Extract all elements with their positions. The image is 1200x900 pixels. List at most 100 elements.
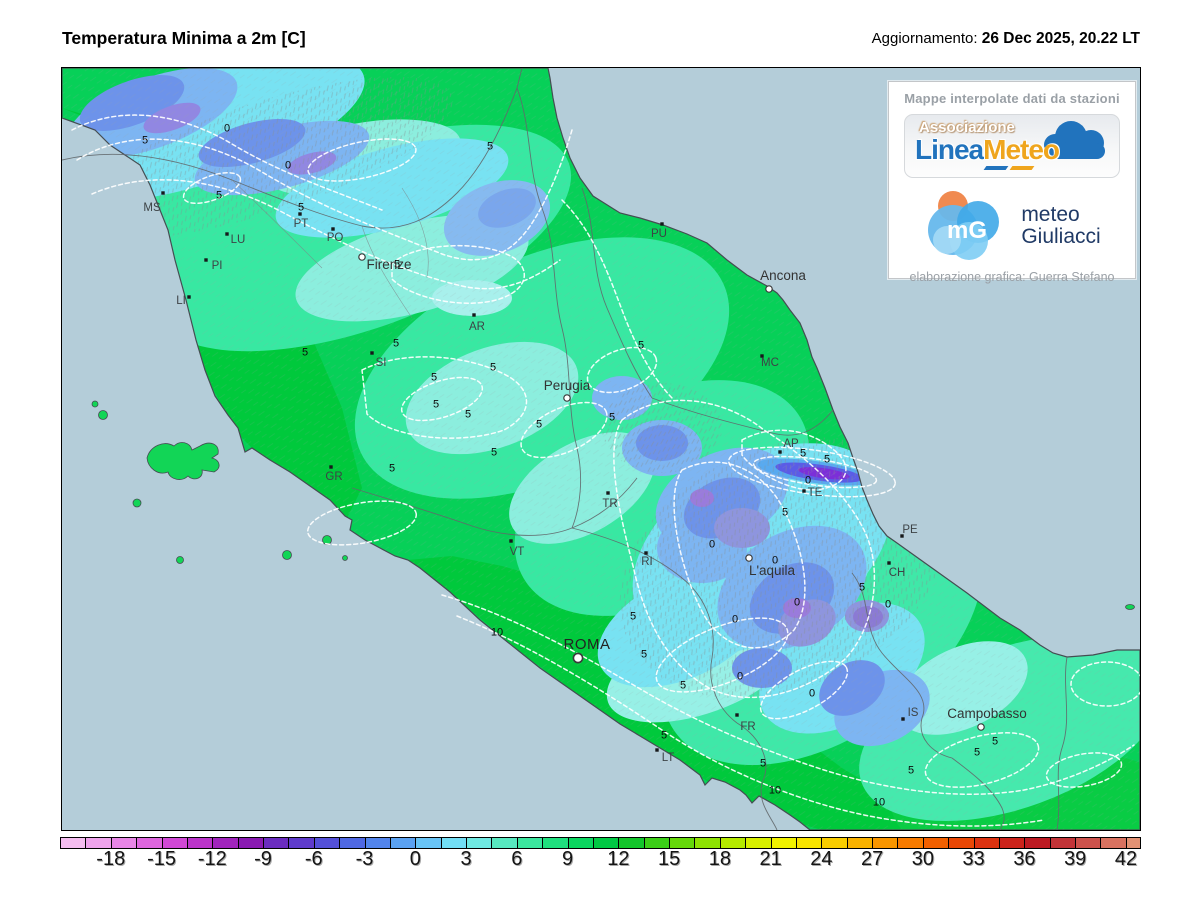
stripe-orange [1009, 166, 1035, 170]
province-marker [298, 212, 302, 216]
contour-value-label: 5 [680, 680, 686, 692]
province-marker [509, 539, 513, 543]
contour-value-label: 0 [772, 555, 778, 567]
contour-value-label: 0 [709, 539, 715, 551]
lineameteo-meteo: Meteo [983, 134, 1060, 165]
city-label: SI [376, 357, 387, 369]
contour-labels: 5 5 5 5 5 5 5 5 5 5 5 5 5 5 5 5 5 5 5 5 5 5 5 5 5 5 5 5 0 0 0 0 0 0 0 0 0 0 10… [142, 123, 998, 809]
colorbar-tick-label: 36 [1013, 848, 1036, 870]
colorbar-tick-label: 15 [657, 848, 681, 870]
colorbar-cell [619, 838, 645, 848]
contour-value-label: 5 [760, 758, 766, 770]
contour-value-label: 5 [609, 412, 615, 424]
colorbar-cell [543, 838, 569, 848]
colorbar-cell [898, 838, 924, 848]
colorbar-cell [1050, 838, 1076, 848]
meteogiuliacci-name: meteo Giuliacci [1021, 203, 1101, 248]
lineameteo-name: LineaMeteo [915, 134, 1060, 166]
lineameteo-linea: Linea [915, 134, 984, 165]
colorbar-cell [517, 838, 544, 848]
colorbar-cell [822, 838, 848, 848]
city-label: AP [783, 438, 799, 450]
colorbar-cell [746, 838, 772, 848]
city-label: AR [469, 321, 485, 333]
province-marker [802, 489, 806, 493]
colorbar-tick-label: 9 [562, 848, 574, 870]
island-elba [146, 442, 220, 480]
colorbar-cell [873, 838, 899, 848]
lineameteo-association: Associazione [919, 119, 1015, 136]
region-borders [62, 68, 1068, 830]
province-marker [606, 491, 610, 495]
city-label: LI [176, 295, 186, 307]
city-label: Firenze [366, 257, 411, 272]
city-label: TR [602, 498, 617, 510]
contour-value-label: 10 [873, 797, 885, 809]
contour-value-label: 5 [661, 730, 667, 742]
city-label: L'aquila [749, 563, 796, 578]
city-marker [358, 253, 366, 261]
province-marker [225, 232, 229, 236]
colorbar-tick-label: -6 [304, 848, 323, 870]
contour-value-label: 0 [805, 475, 811, 487]
colorbar-cell [593, 838, 620, 848]
colorbar-cell [289, 838, 315, 848]
city-markers: MS LU PT PO PI LI Firenze AR SI GR Perugia PU Ancona… [143, 191, 1027, 764]
contour-value-label: 5 [491, 447, 497, 459]
province-marker [655, 748, 659, 752]
city-marker [563, 394, 571, 402]
city-label: PT [294, 218, 309, 230]
colorbar-cell [213, 838, 239, 848]
colorbar-tick-label: 42 [1114, 848, 1138, 870]
city-marker [765, 285, 773, 293]
colorbar-cell [771, 838, 797, 848]
meteogiuliacci-line2: Giuliacci [1021, 225, 1101, 248]
city-label: VT [510, 546, 525, 558]
update-label: Aggiornamento: [871, 30, 978, 47]
province-marker [204, 258, 208, 262]
contour-value-label: 0 [224, 123, 230, 135]
contour-value-label: 5 [298, 202, 304, 214]
city-label: TE [808, 487, 823, 499]
city-label: PI [212, 260, 223, 272]
lineameteo-logo[interactable]: Associazione LineaMeteo [904, 114, 1120, 178]
province-marker [900, 534, 904, 538]
city-label: FR [740, 721, 755, 733]
colorbar-cell [644, 838, 670, 848]
province-marker [329, 465, 333, 469]
city-label: MC [761, 357, 779, 369]
contour-value-label: 5 [393, 338, 399, 350]
colorbar-cell [949, 838, 975, 848]
colorbar-tick-label: 0 [409, 848, 421, 870]
city-label: Ancona [760, 268, 806, 283]
colorbar-tick-label: 27 [861, 848, 884, 870]
contour-value-label: 5 [142, 135, 148, 147]
meteogiuliacci-cloud-icon: mG [928, 191, 1000, 260]
colorbar-cell [1025, 838, 1051, 848]
colorbar-cell [1126, 838, 1140, 848]
contour-value-label: 5 [641, 649, 647, 661]
colorbar-cell [264, 838, 290, 848]
province-marker [331, 227, 335, 231]
colorbar-cell [340, 838, 366, 848]
colorbar-tick-label: 12 [607, 848, 630, 870]
colorbar-cell [695, 838, 721, 848]
contour-lines [71, 114, 1140, 827]
meteogiuliacci-logo[interactable]: mG meteo Giuliacci [889, 184, 1135, 268]
contour-value-label: 10 [491, 627, 503, 639]
colorbar-cell [441, 838, 467, 848]
province-marker [778, 450, 782, 454]
contour-value-label: 5 [431, 372, 437, 384]
city-label: MS [143, 202, 161, 214]
city-label: LT [662, 752, 675, 764]
colorbar-cell [416, 838, 442, 848]
city-label: Perugia [544, 378, 591, 393]
panel-note: Mappe interpolate dati da stazioni [904, 91, 1120, 106]
contour-value-label: 0 [285, 160, 291, 172]
colorbar-tick-label: 33 [962, 848, 985, 870]
temperature-colorbar [60, 837, 1141, 849]
province-marker [370, 351, 374, 355]
contour-value-label: 5 [389, 463, 395, 475]
colorbar-cell [467, 838, 493, 848]
